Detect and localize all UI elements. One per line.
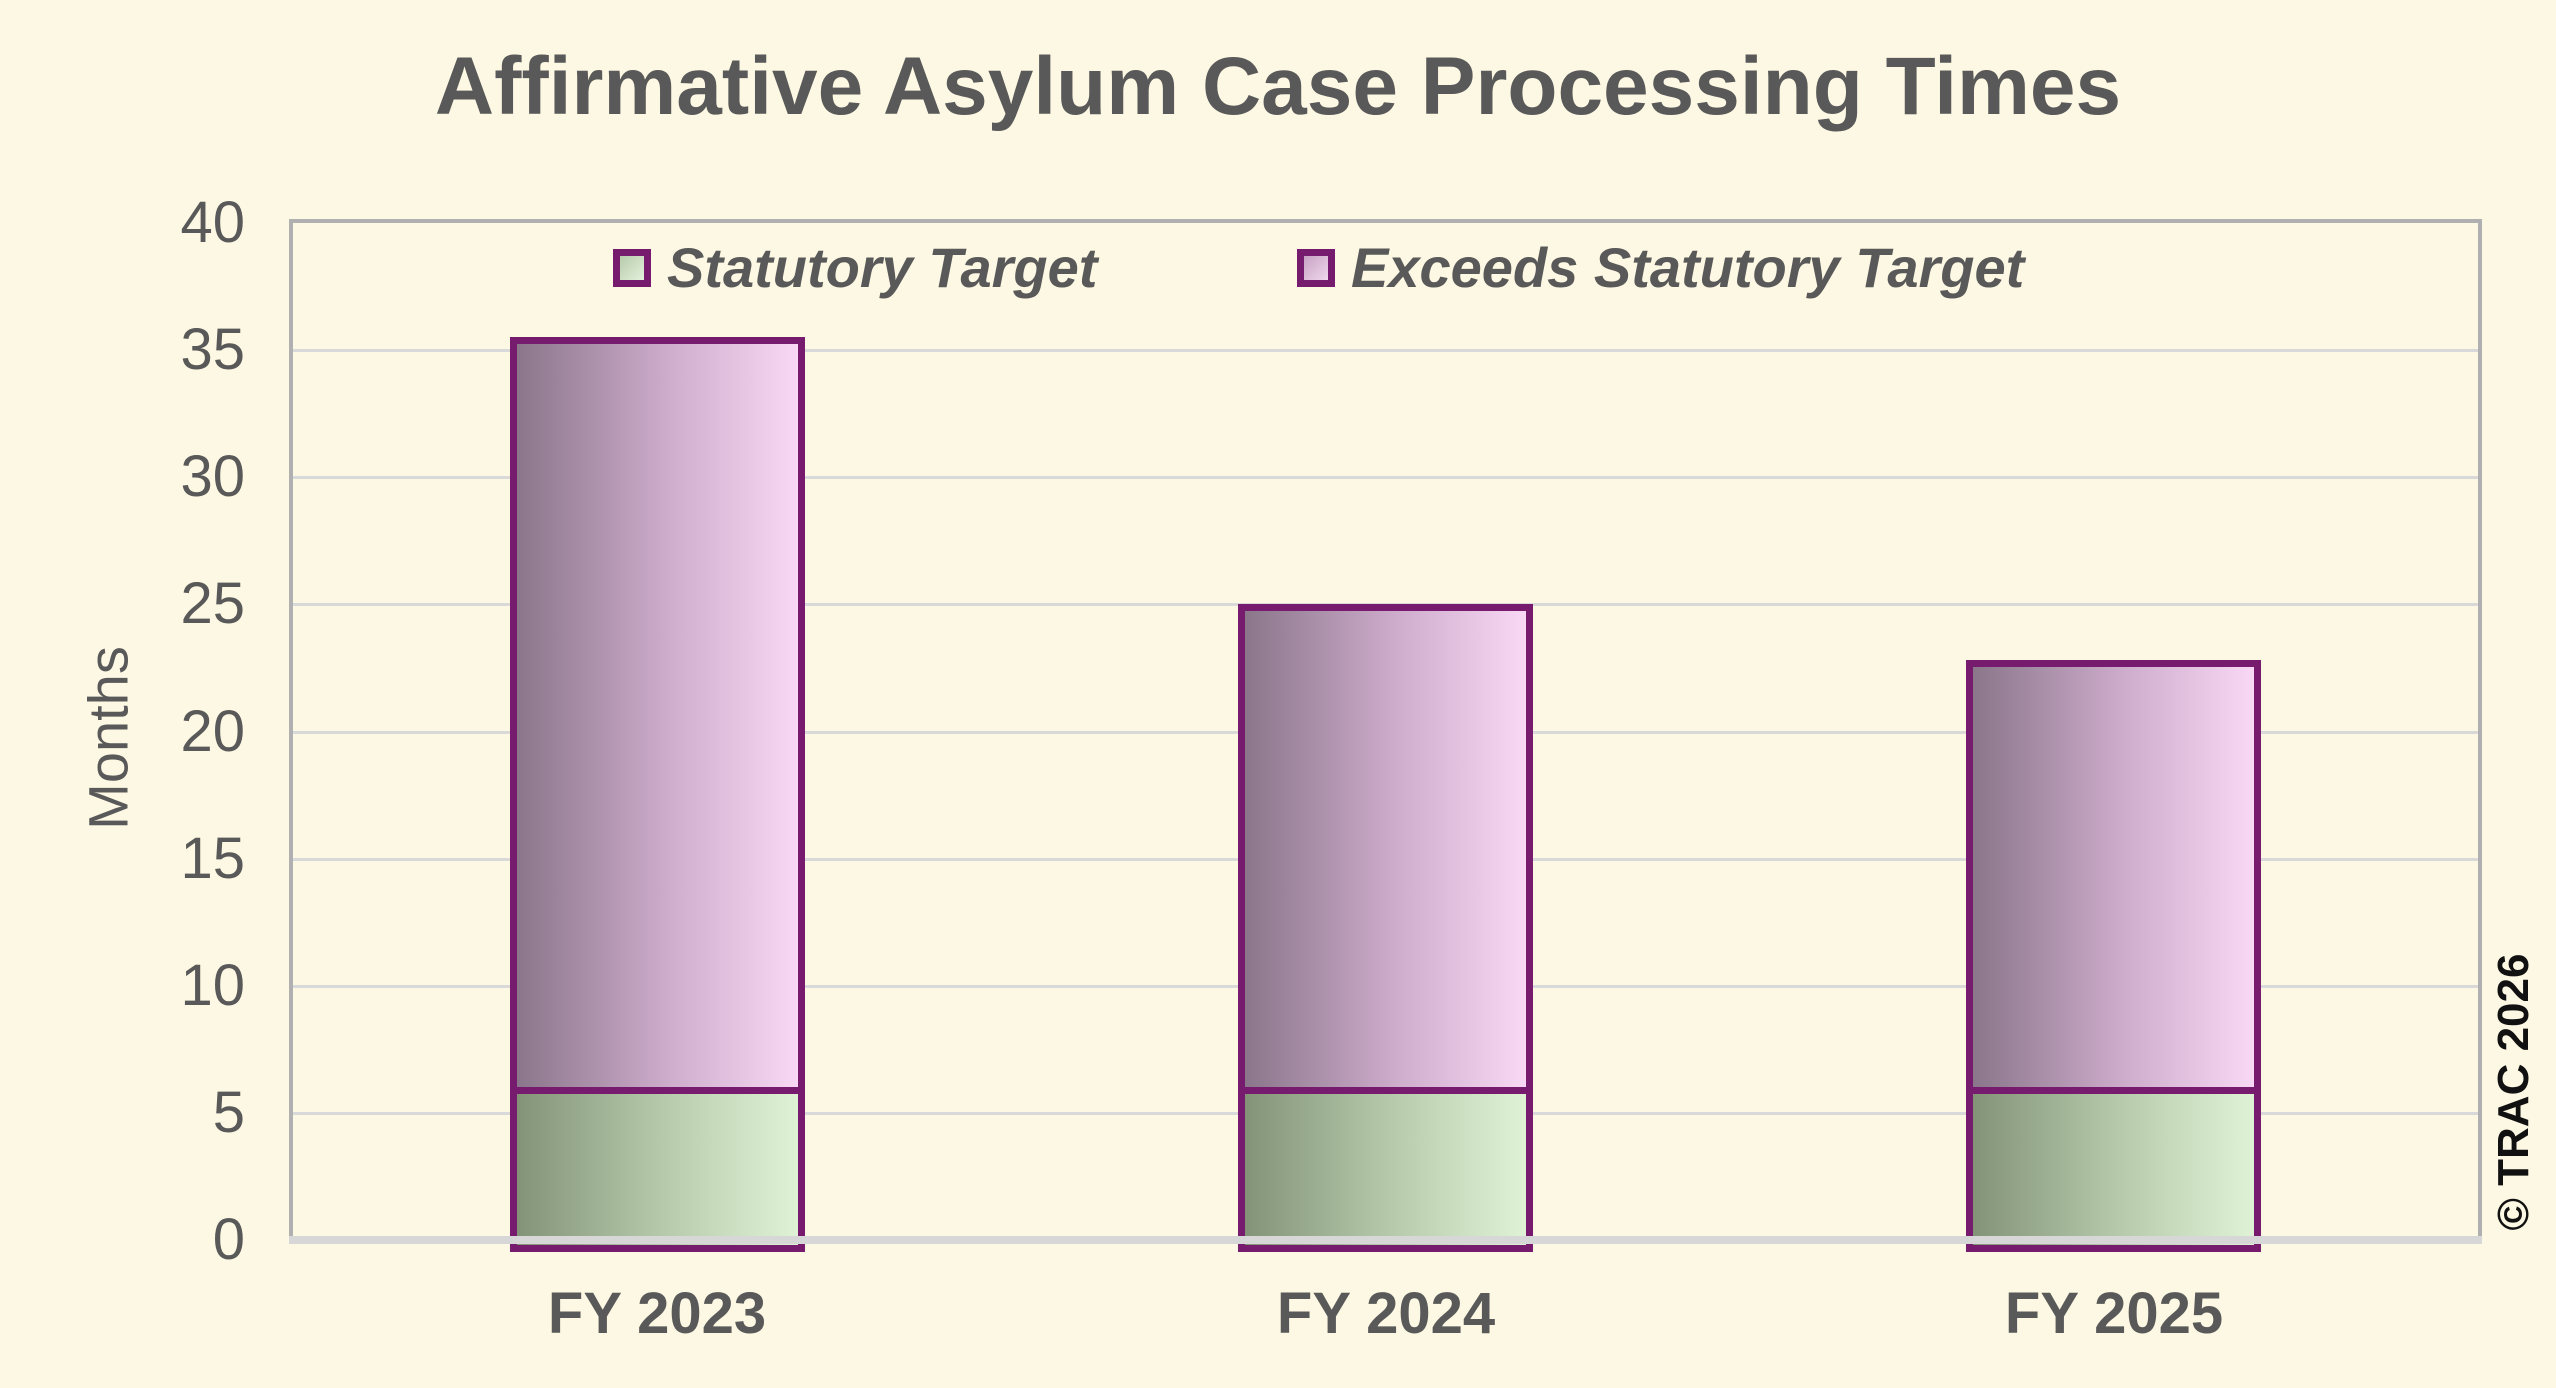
legend-label-statutory-target: Statutory Target <box>667 236 1098 299</box>
bar-fy-2024-exceeds-statutory-target <box>1238 604 1533 1087</box>
legend-item-exceeds-statutory-target: Exceeds Statutory Target <box>1297 240 2024 296</box>
bar-fy-2025-statutory-target <box>1966 1087 2261 1252</box>
y-tick-label-25: 25 <box>180 571 245 636</box>
plot-area <box>289 219 2482 1244</box>
copyright-watermark-text: © TRAC 2026 <box>2489 953 2538 1231</box>
y-tick-label-20: 20 <box>180 699 245 764</box>
legend-swatch-statutory-target <box>613 249 651 287</box>
bar-fy-2023-statutory-target <box>510 1087 805 1252</box>
bar-fy-2024-statutory-target <box>1238 1087 1533 1252</box>
x-axis-label-fy-2025: FY 2025 <box>2004 1281 2224 1346</box>
y-tick-label-40: 40 <box>180 190 245 255</box>
x-axis-label-fy-2024: FY 2024 <box>1276 1281 1496 1346</box>
x-axis-label-fy-2023: FY 2023 <box>547 1281 767 1346</box>
y-tick-label-30: 30 <box>180 444 245 509</box>
y-tick-label-5: 5 <box>212 1080 245 1145</box>
y-tick-label-0: 0 <box>212 1207 245 1272</box>
gridline-35 <box>293 349 2478 352</box>
legend: Statutory Target Exceeds Statutory Targe… <box>0 240 2556 300</box>
y-tick-label-35: 35 <box>180 317 245 382</box>
y-tick-label-15: 15 <box>180 826 245 891</box>
y-tick-label-10: 10 <box>180 953 245 1018</box>
bar-fy-2023-exceeds-statutory-target <box>510 337 805 1087</box>
x-axis-line <box>289 1236 2482 1244</box>
chart-title: Affirmative Asylum Case Processing Times <box>434 41 2122 132</box>
legend-swatch-exceeds-statutory-target <box>1297 249 1335 287</box>
legend-item-statutory-target: Statutory Target <box>613 240 1097 296</box>
gridline-30 <box>293 476 2478 479</box>
bar-fy-2025-exceeds-statutory-target <box>1966 660 2261 1087</box>
legend-label-exceeds-statutory-target: Exceeds Statutory Target <box>1351 236 2025 299</box>
